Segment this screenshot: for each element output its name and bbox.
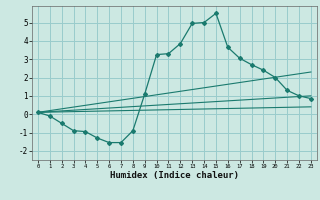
X-axis label: Humidex (Indice chaleur): Humidex (Indice chaleur) [110,171,239,180]
